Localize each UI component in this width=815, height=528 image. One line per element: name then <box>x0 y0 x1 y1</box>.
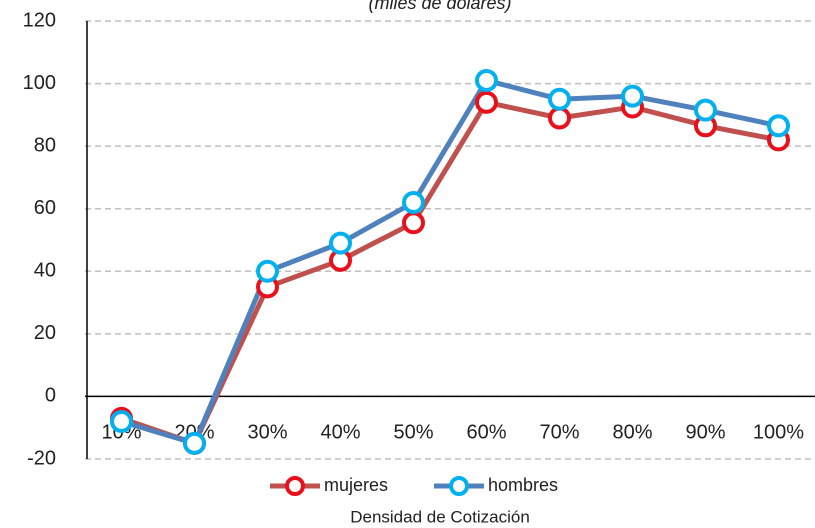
x-tick-label: 80% <box>612 422 652 444</box>
x-tick-label: 30% <box>247 422 287 444</box>
y-tick-label: 100 <box>23 72 56 94</box>
point-marker <box>767 114 790 138</box>
point-marker <box>621 84 644 108</box>
legend-label: mujeres <box>324 475 388 495</box>
x-tick-label: 70% <box>539 422 579 444</box>
point-marker <box>475 68 498 92</box>
y-tick-label: 20 <box>34 322 56 344</box>
point-marker <box>475 90 498 114</box>
y-tick-label: -20 <box>27 447 56 469</box>
y-tick-label: 0 <box>45 385 56 407</box>
x-tick-label: 100% <box>753 422 804 444</box>
y-tick-label: 60 <box>34 197 56 219</box>
series-line <box>120 99 779 446</box>
point-marker <box>402 211 425 235</box>
point-marker <box>694 98 717 122</box>
x-axis-label: Densidad de Cotización <box>350 507 530 526</box>
point-marker <box>256 259 279 283</box>
chart-subtitle: (miles de dólares) <box>368 0 511 13</box>
point-marker <box>329 231 352 255</box>
y-tick-label: 120 <box>23 9 56 31</box>
point-marker <box>548 87 571 111</box>
x-tick-label: 50% <box>393 422 433 444</box>
point-marker <box>402 190 425 214</box>
x-tick-label: 90% <box>685 422 725 444</box>
legend-marker <box>449 476 469 496</box>
point-marker <box>183 431 206 455</box>
x-tick-label: 40% <box>320 422 360 444</box>
x-tick-label: 60% <box>466 422 506 444</box>
legend-label: hombres <box>488 475 558 495</box>
y-tick-label: 80 <box>34 134 56 156</box>
y-tick-label: 40 <box>34 260 56 282</box>
point-marker <box>548 106 571 130</box>
point-marker <box>110 409 133 433</box>
series-line <box>120 77 780 446</box>
legend-marker <box>285 476 305 496</box>
